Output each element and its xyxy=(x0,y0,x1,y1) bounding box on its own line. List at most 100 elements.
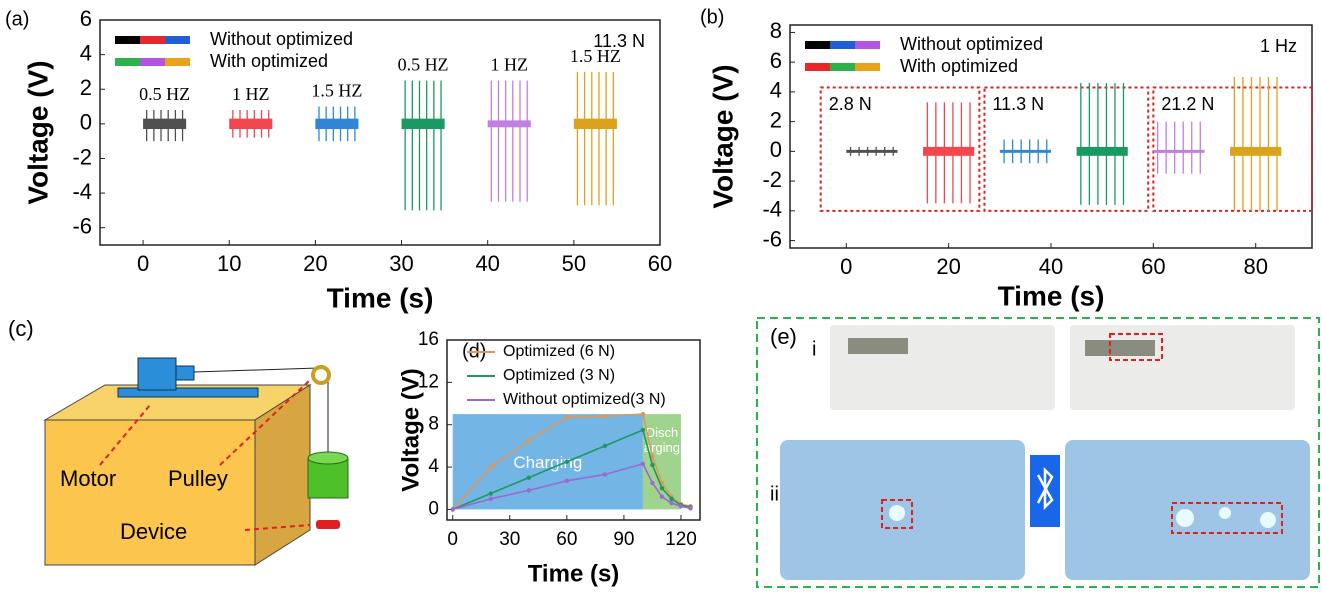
point xyxy=(640,461,646,467)
y-tick-label: 2 xyxy=(770,107,782,132)
lcd xyxy=(1085,340,1155,356)
y-tick-label: 2 xyxy=(80,75,92,100)
point xyxy=(669,496,674,502)
point xyxy=(678,504,684,509)
y-tick-label: 6 xyxy=(770,48,782,73)
noise-band xyxy=(573,118,617,130)
panel-label: (c) xyxy=(8,316,34,341)
y-tick-label: -6 xyxy=(762,226,782,251)
y-tick-label: 8 xyxy=(428,414,439,435)
panel-label: (a) xyxy=(5,8,29,30)
legend-swatch xyxy=(855,63,880,71)
point xyxy=(650,454,655,459)
calculator xyxy=(1070,325,1295,410)
burst-label: 1 HZ xyxy=(490,55,528,75)
noise-band xyxy=(1153,149,1205,153)
led xyxy=(889,505,905,521)
point xyxy=(564,415,570,420)
point xyxy=(650,480,655,486)
lcd xyxy=(848,338,908,354)
legend-swatch xyxy=(115,58,140,66)
region xyxy=(452,414,643,510)
noise-band xyxy=(1230,146,1282,156)
point xyxy=(564,478,570,484)
point xyxy=(488,491,493,496)
device xyxy=(316,520,340,529)
noise-band xyxy=(401,118,445,130)
annotation: 1 Hz xyxy=(1260,36,1297,56)
point xyxy=(488,464,493,470)
arrows xyxy=(99,379,311,531)
diagram-label: Device xyxy=(120,519,187,544)
legend-swatch xyxy=(805,63,830,71)
motor xyxy=(137,357,177,391)
legend-label: Without optimized xyxy=(210,29,353,49)
legend-label: Optimized (6 N) xyxy=(503,343,615,360)
led xyxy=(1260,512,1276,528)
calculator xyxy=(830,325,1055,410)
y-tick-label: 0 xyxy=(770,137,782,162)
group-box xyxy=(819,86,981,212)
box-front xyxy=(44,419,256,566)
burst-label: 0.5 HZ xyxy=(398,55,449,75)
legend-swatch xyxy=(855,41,880,49)
legend-swatch xyxy=(165,36,190,44)
burst-label: 1.5 HZ xyxy=(311,81,362,101)
group-box xyxy=(1152,86,1313,212)
x-tick-label: 0 xyxy=(840,254,852,279)
y-tick-label: -4 xyxy=(72,179,92,204)
x-tick-label: 90 xyxy=(613,529,634,550)
point xyxy=(659,486,665,491)
point xyxy=(602,414,608,419)
x-tick-label: 20 xyxy=(303,251,327,276)
point xyxy=(526,488,531,493)
point xyxy=(526,438,531,443)
y-tick-label: 0 xyxy=(80,110,92,135)
led xyxy=(1176,509,1194,527)
point xyxy=(669,500,674,506)
point xyxy=(640,411,646,417)
region-label: arging xyxy=(644,440,680,455)
highlight xyxy=(1109,333,1163,361)
weight-top xyxy=(307,451,349,465)
panel-label: (e) xyxy=(770,324,797,349)
point xyxy=(602,472,608,477)
arrow xyxy=(219,379,311,466)
noise-band xyxy=(923,146,975,156)
x-tick-label: 30 xyxy=(499,529,520,550)
point xyxy=(564,459,570,464)
point xyxy=(450,507,455,512)
legend-label: Without optimized(3 N) xyxy=(503,391,666,408)
y-tick-label: -2 xyxy=(762,167,782,192)
diagram-label: Pulley xyxy=(168,466,228,491)
burst-label: 1.5 HZ xyxy=(570,46,621,66)
point xyxy=(602,443,608,449)
x-axis-label: Time (s) xyxy=(528,560,620,587)
string xyxy=(193,367,319,373)
point xyxy=(488,496,493,502)
arrow xyxy=(99,404,151,466)
y-axis-label: Voltage (V) xyxy=(397,368,424,492)
noise-band xyxy=(999,149,1051,153)
y-tick-label: 16 xyxy=(418,329,439,350)
legend-swatch xyxy=(140,58,165,66)
region-label: Charging xyxy=(513,453,582,472)
noise-band xyxy=(315,118,359,130)
group-label: 21.2 N xyxy=(1161,94,1214,114)
axes-frame xyxy=(789,24,1313,249)
x-tick-label: 10 xyxy=(217,251,241,276)
group-label: 11.3 N xyxy=(992,94,1044,114)
legend-swatch xyxy=(165,58,190,66)
axes-frame xyxy=(99,19,661,246)
noise-band xyxy=(487,120,531,128)
y-tick-label: 8 xyxy=(770,18,782,43)
point xyxy=(659,494,665,499)
highlight xyxy=(881,499,913,529)
y-axis-label: Voltage (V) xyxy=(707,64,738,208)
x-axis-label: Time (s) xyxy=(998,280,1105,311)
y-tick-label: -4 xyxy=(762,197,782,222)
group-label: 2.8 N xyxy=(829,94,872,114)
x-tick-label: 40 xyxy=(1039,254,1063,279)
region-label: Disch xyxy=(646,425,679,440)
noise-band xyxy=(229,118,273,130)
